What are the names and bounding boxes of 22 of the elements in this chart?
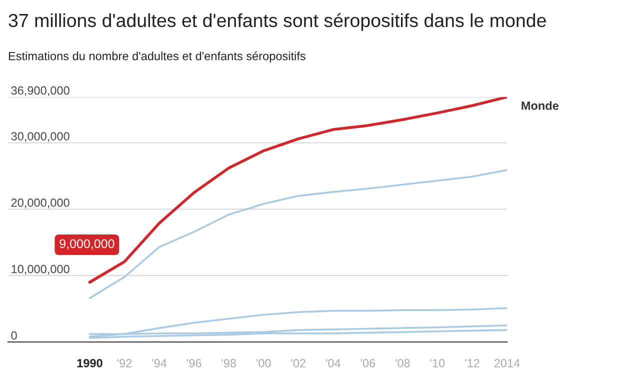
y-tick-label: 10,000,000 [12,264,70,275]
x-tick-label: '10 [430,358,445,368]
x-tick-label: '94 [152,358,167,368]
series-label: Monde [522,101,559,110]
x-tick-label: '04 [326,358,340,368]
x-tick-label: '98 [222,358,236,368]
x-tick-label: 1990 [77,358,102,368]
x-tick-label: '06 [360,358,376,368]
x-tick-label: '00 [256,358,271,368]
x-tick-label: '12 [465,358,480,368]
x-tick-label: '96 [186,358,202,368]
y-tick-label: 0 [11,331,17,340]
chart-title: 37 millions d'adultes et d'enfants sont séropositifs dans le monde [8,13,546,31]
x-tick-label: '02 [291,358,306,368]
annotation: 9,000,000 [60,239,114,250]
x-tick-label: '08 [396,358,410,368]
chart-subtitle: Estimations du nombre d'adultes et d'enfants séropositifs [8,51,306,63]
x-tick-label: 2014 [494,358,520,368]
y-tick-label: 36,900,000 [11,86,70,96]
x-tick-label: '92 [117,358,132,368]
y-tick-label: 20,000,000 [11,198,70,208]
y-tick-label: 30,000,000 [11,132,70,142]
